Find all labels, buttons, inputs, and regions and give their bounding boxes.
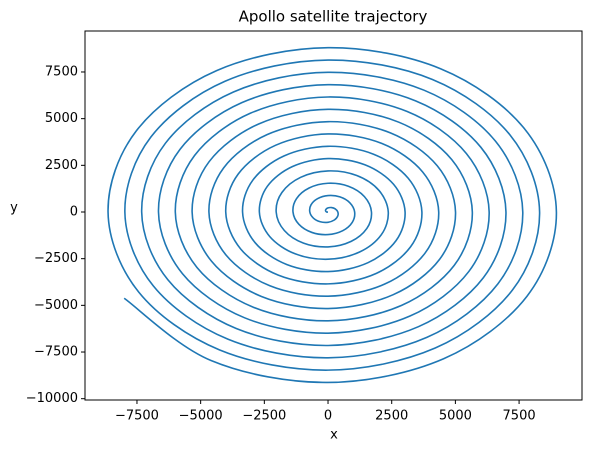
x-axis-label: x [330,428,338,443]
trajectory-line [107,46,558,384]
y-axis-label: y [10,201,18,216]
y-tick-label: 0 [70,204,78,219]
x-tick-label: −7500 [115,409,159,424]
y-tick-label: 5000 [45,111,78,126]
chart-title: Apollo satellite trajectory [239,8,428,26]
x-tick-label: −2500 [242,409,286,424]
x-tick-label: 2500 [375,409,408,424]
y-tick-label: −2500 [34,251,78,266]
x-tick-label: 0 [324,409,332,424]
y-tick-label: −10000 [26,391,78,406]
x-tick-label: 5000 [439,409,472,424]
y-tick-label: 2500 [45,158,78,173]
x-tick-label: −5000 [179,409,223,424]
y-tick-label: 7500 [45,64,78,79]
plot-frame [84,30,583,401]
y-tick-label: −5000 [34,298,78,313]
x-tick-label: 7500 [503,409,536,424]
y-tick-label: −7500 [34,345,78,360]
